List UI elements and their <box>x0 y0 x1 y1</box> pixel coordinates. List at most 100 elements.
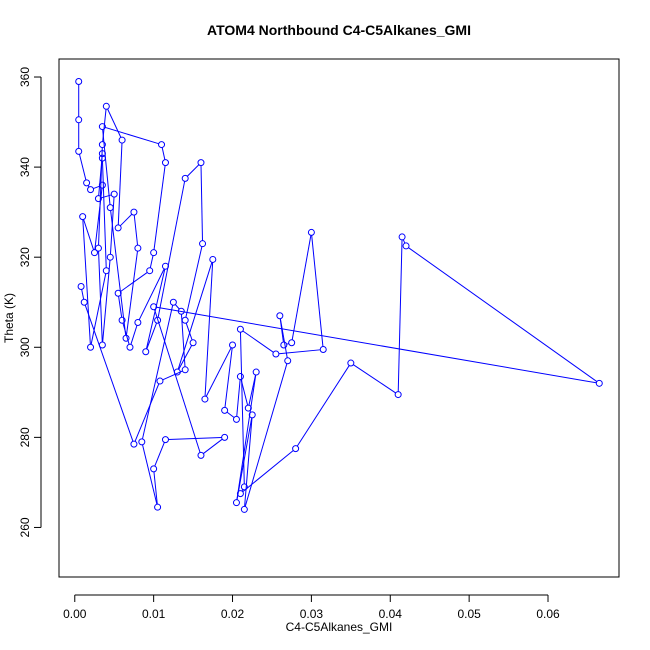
series-segment <box>105 126 159 145</box>
data-point <box>288 339 296 347</box>
chart-title: ATOM4 Northbound C4-C5Alkanes_GMI <box>207 22 471 38</box>
data-point <box>161 436 169 444</box>
series-segment <box>154 309 201 453</box>
y-axis-label: Theta (K) <box>2 293 16 343</box>
data-point <box>284 357 292 365</box>
data-point <box>169 298 177 306</box>
series-segment <box>83 219 95 250</box>
data-point <box>158 141 166 149</box>
data-point <box>161 159 169 167</box>
series-segment <box>203 438 223 454</box>
series-segment <box>397 239 403 392</box>
series-segment <box>185 246 203 318</box>
series-segment <box>278 349 321 355</box>
data-point <box>98 341 106 349</box>
series-segment <box>279 318 284 343</box>
data-point <box>232 499 240 507</box>
data-point <box>110 190 118 198</box>
data-point <box>209 255 217 263</box>
plot-frame <box>58 58 620 578</box>
data-point <box>244 404 252 412</box>
series-segment <box>242 330 274 353</box>
data-point <box>201 395 209 403</box>
series-segment <box>142 444 158 505</box>
data-point <box>75 116 83 124</box>
data-point <box>156 377 164 385</box>
series-segment <box>93 185 100 190</box>
series-segment <box>133 215 139 246</box>
data-point <box>87 186 95 194</box>
x-axis: 0.00 0.01 0.02 0.03 0.04 0.05 0.06 <box>63 594 560 621</box>
data-point <box>197 451 205 459</box>
series-segment <box>90 273 107 345</box>
data-point <box>181 316 189 324</box>
data-point <box>102 102 110 110</box>
series-segment <box>239 332 245 484</box>
series-segment <box>107 108 122 138</box>
data-point <box>75 78 83 86</box>
series-segment <box>311 235 324 347</box>
x-tick-label: 0.03 <box>300 607 324 621</box>
series-segment <box>153 471 158 505</box>
data-point <box>181 174 189 182</box>
series-segment <box>138 268 165 321</box>
series-segment <box>296 365 350 447</box>
series-segment <box>81 289 85 300</box>
data-point <box>154 503 162 511</box>
data-point <box>87 343 95 351</box>
data-point <box>236 325 244 333</box>
series-segment <box>141 305 174 440</box>
series-segment <box>178 345 193 370</box>
series-segment <box>157 181 186 318</box>
x-tick-label: 0.06 <box>536 607 560 621</box>
data-point <box>229 341 237 349</box>
y-tick-label: 280 <box>18 427 32 447</box>
y-tick-label: 320 <box>18 247 32 267</box>
x-tick-label: 0.05 <box>457 607 481 621</box>
series-segment <box>153 165 166 250</box>
series-segment <box>226 411 235 418</box>
series-segment <box>149 255 154 268</box>
series-segment <box>200 165 203 241</box>
data-point <box>118 316 126 324</box>
data-point <box>402 242 410 250</box>
data-point <box>595 379 603 387</box>
data-point <box>83 179 91 187</box>
series-segment <box>244 417 253 507</box>
y-tick-label: 340 <box>18 157 32 177</box>
data-point <box>98 123 106 131</box>
data-point <box>398 233 406 241</box>
series-segment <box>244 363 288 507</box>
series-segment <box>154 442 165 467</box>
data-point <box>150 465 158 473</box>
data-point <box>114 224 122 232</box>
series-segment <box>98 251 103 343</box>
x-tick-label: 0.04 <box>379 607 403 621</box>
series-segment <box>84 304 134 442</box>
data-point <box>98 154 106 162</box>
data-point <box>161 262 169 270</box>
data-point <box>236 373 244 381</box>
data-point <box>221 406 229 414</box>
series-segment <box>146 322 158 350</box>
data-point <box>394 391 402 399</box>
x-axis-label: C4-C5Alkanes_GMI <box>286 620 393 634</box>
data-point <box>77 282 85 290</box>
data-point <box>221 433 229 441</box>
data-point <box>94 244 102 252</box>
data-point <box>79 213 87 221</box>
series-segment <box>236 417 253 500</box>
y-tick-label: 300 <box>18 337 32 357</box>
series-segment <box>204 262 214 397</box>
series-segment <box>78 154 87 181</box>
data-point <box>106 253 114 261</box>
series-segment <box>101 161 107 268</box>
series-segment <box>102 260 111 343</box>
series-segment <box>402 239 406 244</box>
series-segment <box>185 322 193 341</box>
data-point <box>197 159 205 167</box>
data-point <box>142 348 150 356</box>
series-segment <box>117 143 123 225</box>
series-segment <box>168 436 222 441</box>
data-point <box>106 204 114 212</box>
